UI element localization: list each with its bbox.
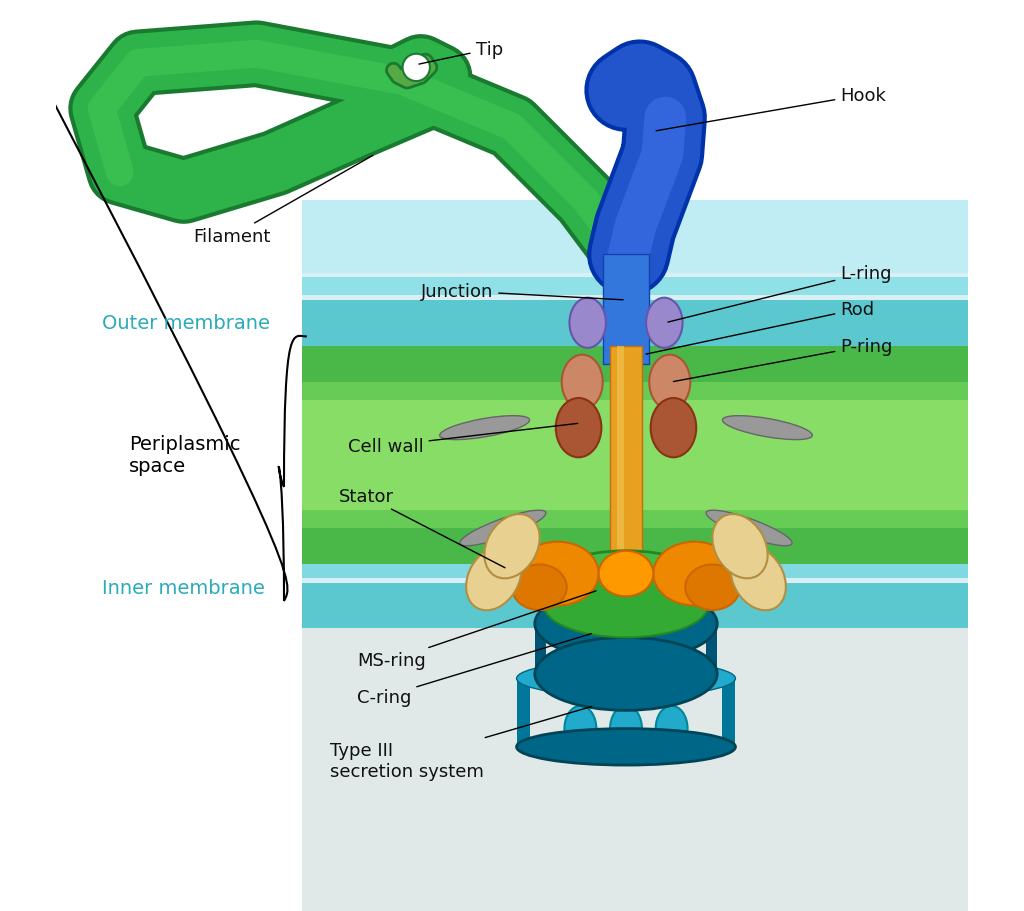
Polygon shape [302, 278, 968, 296]
Polygon shape [302, 301, 968, 346]
Polygon shape [703, 583, 708, 606]
Ellipse shape [707, 510, 793, 547]
Ellipse shape [544, 574, 708, 638]
Text: MS-ring: MS-ring [357, 591, 596, 670]
Ellipse shape [562, 355, 603, 410]
Text: Outer membrane: Outer membrane [101, 314, 269, 333]
Text: Junction: Junction [421, 282, 624, 301]
Ellipse shape [646, 299, 683, 349]
Text: Hook: Hook [656, 87, 886, 131]
Ellipse shape [649, 355, 690, 410]
Polygon shape [722, 679, 735, 747]
Ellipse shape [610, 706, 642, 752]
Text: Type III
secretion system: Type III secretion system [330, 707, 592, 780]
Polygon shape [302, 583, 968, 629]
Ellipse shape [599, 551, 653, 597]
Ellipse shape [535, 638, 717, 711]
Polygon shape [302, 200, 968, 273]
Text: Filament: Filament [193, 157, 373, 246]
Polygon shape [516, 679, 530, 747]
Text: C-ring: C-ring [357, 634, 592, 706]
Polygon shape [302, 401, 968, 510]
Ellipse shape [460, 510, 546, 547]
Ellipse shape [722, 416, 812, 440]
Ellipse shape [569, 299, 606, 349]
Ellipse shape [516, 729, 735, 765]
Ellipse shape [512, 565, 566, 610]
Polygon shape [544, 583, 549, 606]
Polygon shape [302, 592, 968, 911]
Text: Cell wall: Cell wall [348, 424, 578, 456]
Ellipse shape [516, 660, 735, 697]
Ellipse shape [466, 547, 521, 610]
Polygon shape [302, 328, 968, 565]
Polygon shape [609, 346, 642, 592]
Polygon shape [302, 383, 968, 528]
Text: P-ring: P-ring [674, 337, 893, 382]
Polygon shape [616, 346, 625, 592]
Ellipse shape [653, 542, 735, 606]
Ellipse shape [564, 706, 596, 752]
Circle shape [402, 55, 430, 82]
Ellipse shape [516, 542, 599, 606]
Ellipse shape [484, 515, 540, 578]
Text: L-ring: L-ring [668, 264, 892, 322]
Ellipse shape [730, 547, 785, 610]
Polygon shape [603, 255, 649, 364]
Text: Inner membrane: Inner membrane [101, 578, 264, 597]
Text: Rod: Rod [646, 301, 874, 354]
Ellipse shape [544, 551, 708, 615]
Ellipse shape [685, 565, 740, 610]
Ellipse shape [535, 588, 717, 660]
Text: Periplasmic
space: Periplasmic space [129, 435, 241, 476]
Ellipse shape [556, 399, 601, 458]
Polygon shape [535, 624, 546, 674]
Ellipse shape [650, 399, 696, 458]
Ellipse shape [713, 515, 768, 578]
Polygon shape [302, 200, 968, 911]
Polygon shape [302, 560, 968, 578]
Text: Tip: Tip [419, 41, 503, 65]
Polygon shape [707, 624, 717, 674]
Ellipse shape [655, 706, 687, 752]
Text: Stator: Stator [339, 487, 505, 568]
Ellipse shape [439, 416, 529, 440]
